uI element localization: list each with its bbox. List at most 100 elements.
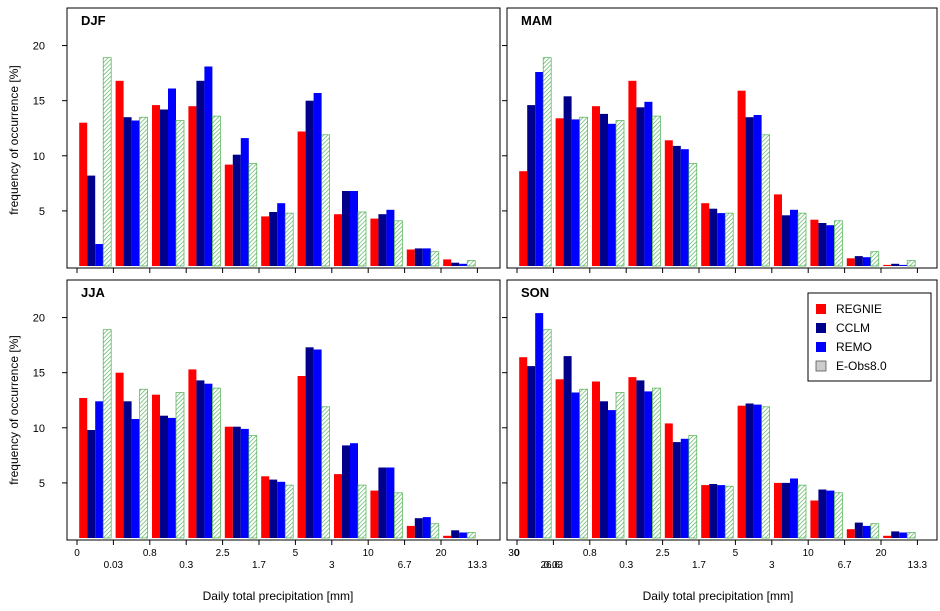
bar-son-remo-5	[717, 485, 726, 538]
x-tick-label-jja-2: 2.5	[216, 548, 230, 559]
bar-jja-remo-0	[95, 401, 104, 538]
panel-frame-mam	[506, 7, 938, 269]
bar-djf-remo-8	[386, 209, 395, 266]
bar-jja-eobs-3	[212, 387, 221, 539]
bar-son-eobs-8	[834, 492, 843, 539]
bar-son-eobs-3	[652, 387, 661, 539]
bar-mam-eobs-7	[797, 212, 807, 267]
bar-djf-remo-10	[459, 263, 468, 266]
panel-title-djf: DJF	[81, 13, 106, 28]
bar-jja-eobs-9	[430, 523, 440, 539]
bar-djf-cclm-10	[451, 262, 460, 266]
x-minor-tick-label-son-4: 6.7	[838, 560, 852, 571]
bar-jja-cclm-7	[342, 445, 350, 538]
bar-mam-cclm-10	[891, 263, 900, 266]
x-axis-label-right: Daily total precipitation [mm]	[643, 589, 794, 603]
bar-son-regnie-7	[774, 482, 782, 538]
bar-jja-cclm-10	[451, 530, 460, 538]
bar-mam-cclm-6	[745, 117, 754, 266]
bar-son-cclm-6	[745, 403, 754, 538]
x-tick-label-jja-1: 0.8	[143, 548, 157, 559]
bar-son-regnie-0	[519, 357, 528, 538]
x-tick-label-son-2: 2.5	[656, 548, 670, 559]
bar-mam-regnie-2	[592, 106, 600, 266]
bar-mam-cclm-1	[563, 96, 572, 266]
panel-frame-son	[506, 279, 938, 541]
panel-title-jja: JJA	[81, 285, 105, 300]
x-tick-label-son-5: 20	[875, 548, 887, 559]
bar-jja-eobs-4	[248, 435, 258, 539]
panel-frame-djf	[66, 7, 501, 269]
bar-mam-regnie-6	[737, 90, 746, 266]
x-tick-label-son-1: 0.8	[583, 548, 597, 559]
legend-label-remo: REMO	[836, 340, 872, 354]
x-minor-tick-label-jja-0: 0.03	[104, 560, 124, 571]
bar-son-remo-2	[608, 410, 616, 538]
y-axis-label-bottom: frequency of occurrence [%]	[7, 335, 21, 484]
legend-swatch-remo	[816, 342, 826, 352]
x-tick-label-jja-5: 20	[435, 548, 447, 559]
bar-jja-remo-1	[131, 419, 140, 538]
bar-djf-cclm-9	[414, 248, 423, 266]
bar-son-remo-7	[790, 478, 798, 538]
bar-mam-remo-5	[717, 213, 726, 266]
bar-djf-cclm-1	[123, 117, 132, 266]
bar-djf-regnie-1	[115, 80, 124, 266]
bar-mam-remo-0	[535, 72, 544, 266]
bar-jja-remo-9	[422, 517, 431, 538]
bar-mam-regnie-4	[664, 140, 673, 266]
bar-jja-remo-5	[277, 481, 286, 538]
bar-mam-cclm-5	[709, 208, 718, 266]
bar-jja-eobs-7	[357, 484, 367, 539]
y-tick-label-jja-3: 20	[33, 313, 45, 325]
bar-djf-regnie-4	[224, 164, 233, 266]
bar-mam-remo-6	[753, 115, 762, 266]
x-minor-tick-label-son-2: 1.7	[692, 560, 706, 571]
bar-mam-regnie-0	[519, 171, 528, 266]
bar-jja-cclm-4	[232, 426, 241, 538]
x-tick-label-jja-3: 5	[293, 548, 299, 559]
bar-jja-regnie-5	[261, 476, 270, 538]
bar-son-eobs-0	[542, 329, 552, 539]
bar-son-cclm-4	[672, 442, 681, 538]
bar-djf-remo-3	[204, 66, 213, 266]
x-minor-tick-label-son-5: 13.3	[908, 560, 928, 571]
bar-mam-remo-7	[790, 209, 798, 266]
bar-son-cclm-1	[563, 356, 572, 538]
bar-djf-regnie-0	[79, 122, 88, 266]
bar-mam-eobs-2	[615, 120, 625, 267]
bar-jja-remo-7	[350, 443, 358, 538]
bar-mam-eobs-6	[761, 134, 770, 267]
bar-son-regnie-10	[883, 535, 892, 538]
bar-djf-regnie-3	[188, 106, 197, 266]
bar-son-remo-8	[826, 490, 835, 538]
bar-son-eobs-9	[870, 523, 880, 539]
legend: REGNIE CCLM REMO E-Obs8.0	[807, 292, 932, 382]
y-tick-label-djf-2: 15	[33, 96, 45, 108]
x-axis-label-left: Daily total precipitation [mm]	[203, 589, 354, 603]
x-minor-tick-label-son-1: 0.3	[619, 560, 633, 571]
bar-djf-cclm-0	[87, 175, 96, 266]
y-tick-label-jja-1: 10	[33, 423, 45, 435]
bar-djf-cclm-4	[232, 154, 241, 266]
bar-son-cclm-10	[891, 531, 900, 538]
legend-label-regnie: REGNIE	[836, 302, 882, 316]
bar-djf-cclm-2	[160, 109, 168, 266]
bar-son-remo-1	[571, 392, 580, 538]
legend-label-eobs: E-Obs8.0	[836, 359, 887, 373]
bar-jja-regnie-10	[443, 535, 452, 538]
bar-mam-eobs-8	[834, 220, 843, 267]
x-minor-tick-label-jja-6: 26.6	[540, 560, 560, 571]
bar-jja-eobs-1	[139, 388, 148, 539]
bar-djf-regnie-10	[443, 259, 452, 266]
bar-jja-cclm-5	[269, 479, 278, 538]
x-minor-tick-label-jja-4: 6.7	[398, 560, 412, 571]
bar-djf-eobs-9	[430, 251, 440, 267]
panel-title-mam: MAM	[521, 13, 552, 28]
bar-mam-cclm-0	[527, 105, 536, 266]
x-tick-label-son-4: 10	[803, 548, 815, 559]
bar-son-cclm-9	[854, 522, 863, 538]
bar-son-cclm-0	[527, 366, 536, 538]
y-axis-label-top: frequency of occurrence [%]	[7, 65, 21, 214]
bar-djf-cclm-5	[269, 212, 278, 266]
